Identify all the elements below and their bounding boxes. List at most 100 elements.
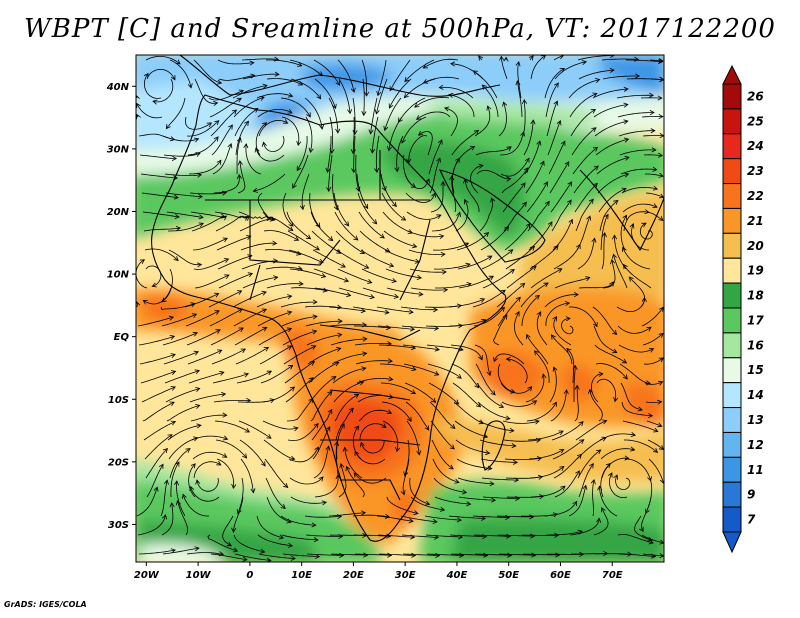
- streamline: [431, 439, 454, 470]
- streamline-arrow: [602, 419, 608, 425]
- lon-tick-label: 60E: [550, 570, 571, 581]
- streamline: [383, 230, 417, 248]
- streamline: [402, 553, 440, 556]
- streamline: [594, 344, 627, 364]
- streamline: [403, 363, 439, 376]
- streamline: [416, 111, 451, 120]
- streamline: [473, 70, 498, 99]
- streamline: [629, 276, 646, 308]
- streamline: [194, 274, 230, 289]
- streamline: [210, 109, 237, 137]
- streamline: [593, 507, 609, 536]
- streamline: [549, 161, 570, 194]
- streamline: [169, 59, 192, 88]
- streamline-arrow: [588, 198, 594, 204]
- streamline: [644, 381, 663, 385]
- streamline: [286, 211, 311, 240]
- streamline: [548, 141, 566, 175]
- streamline-arrow: [490, 497, 497, 503]
- streamline: [428, 139, 443, 175]
- streamline: [289, 268, 326, 278]
- lon-tick-label: 10W: [186, 570, 212, 581]
- streamline-arrow: [531, 552, 537, 558]
- streamline: [407, 230, 444, 238]
- field-hot-core-5: [560, 365, 598, 401]
- streamline: [384, 97, 402, 131]
- streamline: [282, 330, 317, 346]
- streamline: [639, 222, 653, 240]
- colorbar-label: 20: [747, 239, 764, 253]
- streamline-arrow: [347, 108, 353, 115]
- streamline: [475, 146, 512, 156]
- streamline-arrow: [385, 247, 391, 253]
- streamline-arrow: [635, 73, 641, 79]
- streamline: [544, 501, 578, 517]
- streamline: [238, 211, 271, 220]
- streamline: [311, 230, 341, 254]
- streamline: [529, 55, 534, 61]
- streamline: [310, 391, 333, 422]
- colorbar-swatch: [722, 108, 742, 135]
- streamline: [376, 515, 414, 522]
- streamline: [530, 55, 546, 80]
- streamline: [455, 199, 469, 232]
- streamline-arrow: [559, 466, 565, 471]
- streamline-arrow: [597, 485, 603, 491]
- streamline-arrow: [411, 366, 417, 371]
- streamline-arrow: [319, 124, 325, 130]
- streamline: [600, 463, 611, 498]
- lon-tick-label: 10E: [291, 570, 312, 581]
- streamline-arrow: [416, 115, 422, 120]
- streamline-arrow: [287, 108, 293, 114]
- streamline: [239, 439, 266, 467]
- streamline: [236, 137, 241, 175]
- streamline-arrow: [418, 291, 424, 297]
- streamline: [482, 84, 499, 118]
- streamline-arrow: [601, 436, 607, 442]
- streamline: [168, 437, 198, 460]
- streamline: [534, 350, 550, 384]
- streamline: [600, 448, 635, 460]
- streamline: [285, 377, 314, 403]
- streamline-arrow: [287, 294, 293, 300]
- lat-tick-label: 30S: [108, 520, 129, 531]
- streamline-arrow: [213, 100, 219, 107]
- streamline: [377, 59, 387, 96]
- streamline-arrow: [242, 215, 248, 221]
- streamline: [643, 154, 663, 156]
- streamline: [572, 146, 598, 175]
- streamline-arrow: [313, 423, 319, 429]
- border-line-5: [329, 389, 411, 401]
- streamline-arrow: [337, 318, 343, 324]
- streamline-arrow: [314, 245, 320, 251]
- streamline: [304, 97, 323, 130]
- streamline-arrow: [250, 73, 256, 79]
- streamline-arrow: [238, 327, 244, 333]
- streamline: [641, 534, 664, 544]
- streamline: [578, 463, 594, 498]
- streamline: [517, 61, 522, 99]
- streamline: [280, 301, 317, 308]
- streamline-arrow: [195, 152, 201, 157]
- streamline: [357, 192, 377, 225]
- streamline-arrow: [379, 233, 385, 239]
- streamline-arrow: [411, 552, 417, 558]
- streamline-arrow: [649, 110, 655, 116]
- streamline-arrow: [592, 146, 599, 152]
- streamline-arrow: [529, 514, 535, 520]
- streamline: [482, 269, 515, 289]
- streamline: [145, 56, 181, 65]
- streamline: [435, 283, 472, 289]
- streamline-arrow: [217, 349, 223, 355]
- streamline: [314, 287, 351, 296]
- streamline: [591, 373, 603, 403]
- streamline-arrow: [553, 245, 559, 251]
- streamline: [257, 534, 293, 547]
- streamline-arrow: [367, 279, 373, 284]
- streamline-arrow: [175, 59, 181, 65]
- streamline: [451, 129, 479, 156]
- streamline: [140, 370, 176, 384]
- streamline: [233, 308, 267, 327]
- streamline: [239, 218, 275, 232]
- streamline-arrow: [231, 527, 237, 533]
